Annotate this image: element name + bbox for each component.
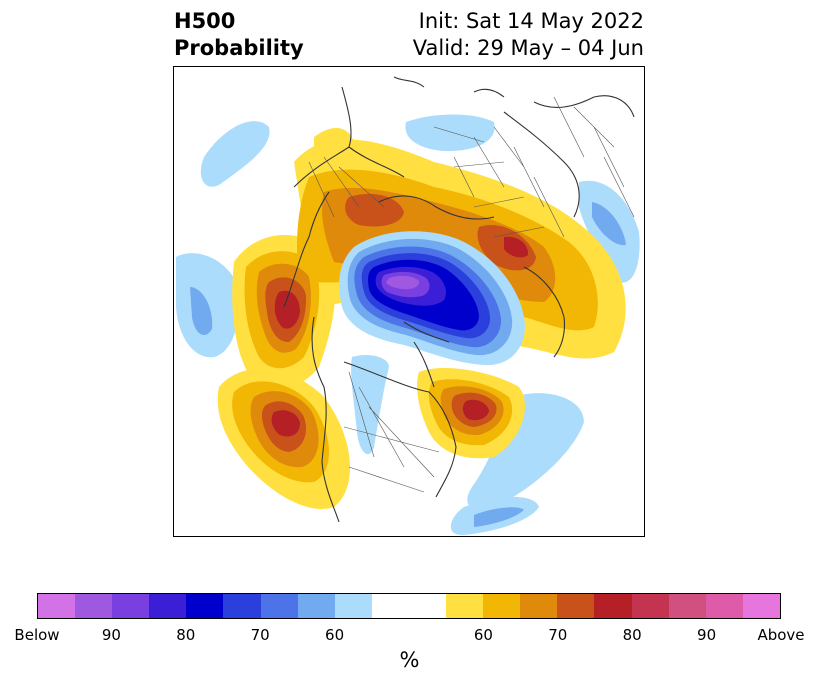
valid-range: Valid: 29 May – 04 Jun bbox=[412, 36, 644, 60]
colorbar-tick-label: 70 bbox=[250, 626, 270, 644]
colorbar-segment bbox=[38, 594, 76, 618]
colorbar-segment bbox=[260, 594, 298, 618]
colorbar-tick-label: Below bbox=[14, 626, 60, 644]
colorbar-tick-label: 90 bbox=[697, 626, 717, 644]
colorbar-segment bbox=[557, 594, 595, 618]
map-svg bbox=[176, 76, 640, 536]
political-borders bbox=[308, 96, 635, 493]
colorbar-tick-label: 80 bbox=[622, 626, 642, 644]
colorbar-unit-label: % bbox=[399, 648, 420, 672]
colorbar-ticks: Below 90 80 70 60 60 70 80 90 Above bbox=[0, 626, 819, 646]
colorbar-segment bbox=[520, 594, 558, 618]
probability-map bbox=[173, 66, 645, 537]
colorbar-tick-label: 90 bbox=[101, 626, 121, 644]
colorbar-segment bbox=[668, 594, 706, 618]
colorbar-tick-label: 70 bbox=[548, 626, 568, 644]
coastlines bbox=[283, 76, 635, 523]
colorbar-segment bbox=[483, 594, 521, 618]
probability-colorbar bbox=[37, 593, 781, 619]
polar-vortex bbox=[339, 231, 525, 455]
colorbar-tick-label: 60 bbox=[325, 626, 345, 644]
map-title: H500 Probability bbox=[174, 8, 304, 62]
colorbar-segment bbox=[334, 594, 372, 618]
colorbar-segment bbox=[186, 594, 224, 618]
colorbar-segment bbox=[112, 594, 150, 618]
title-line-2: Probability bbox=[174, 36, 304, 60]
colorbar-segment bbox=[75, 594, 113, 618]
title-line-1: H500 bbox=[174, 9, 236, 33]
colorbar-segment bbox=[371, 594, 409, 618]
colorbar-segment bbox=[297, 594, 335, 618]
colorbar-segment bbox=[446, 594, 484, 618]
colorbar-tick-label: 80 bbox=[176, 626, 196, 644]
colorbar-segment bbox=[223, 594, 261, 618]
colorbar-segment bbox=[705, 594, 743, 618]
colorbar-segment bbox=[594, 594, 632, 618]
colorbar-tick-label: Above bbox=[757, 626, 805, 644]
colorbar-segment bbox=[742, 594, 780, 618]
colorbar-tick-label: 60 bbox=[473, 626, 493, 644]
colorbar-segment bbox=[408, 594, 447, 618]
colorbar-segment bbox=[149, 594, 187, 618]
init-date: Init: Sat 14 May 2022 bbox=[418, 9, 644, 33]
colorbar-segment bbox=[631, 594, 669, 618]
forecast-dates: Init: Sat 14 May 2022 Valid: 29 May – 04… bbox=[413, 8, 644, 62]
below-normal-fields bbox=[176, 114, 640, 536]
